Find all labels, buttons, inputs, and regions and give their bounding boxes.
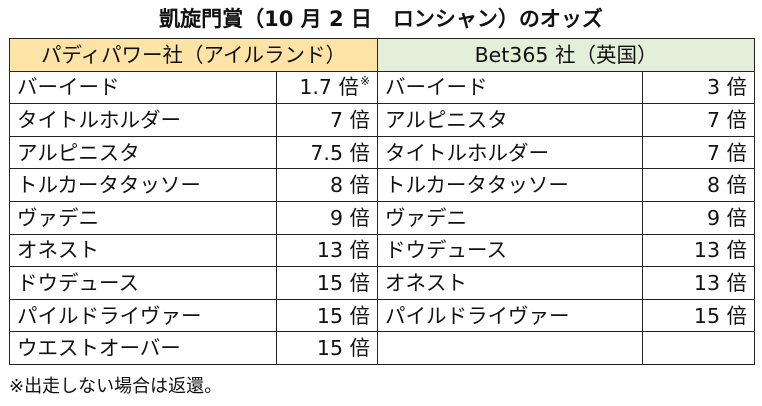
odds-value: 3 倍 [706,75,748,100]
horse-name-cell: オネスト [377,266,644,300]
odds-cell: 13 倍 [275,233,379,268]
odds-value: 8 倍 [329,173,371,198]
table-row: オネスト 13 倍ドウデュース 13 倍 [9,233,756,268]
table-row: ヴァデニ 9 倍ヴァデニ 9 倍 [9,200,756,235]
footnote-mark: ※ [359,74,371,89]
odds-cell: 9 倍 [275,200,379,235]
odds-cell: 13 倍 [642,266,756,300]
table-row: ドウデュース 15 倍オネスト 13 倍 [9,266,756,300]
odds-value: 13 倍 [316,238,371,263]
horse-name-cell: パイルドライヴァー [9,298,277,333]
odds-cell: 8 倍 [275,168,379,202]
odds-cell: 15 倍 [275,298,379,333]
table-header-row: パディパワー社（アイルランド） Bet365 社（英国） [8,38,756,72]
odds-value: 13 倍 [693,270,748,295]
table-row: アルピニスタ 7.5 倍タイトルホルダー 7 倍 [9,135,756,170]
odds-value: 9 倍 [706,205,748,230]
table-row: トルカータタッソー 8 倍トルカータタッソー 8 倍 [9,168,756,202]
odds-cell: 15 倍 [275,331,379,365]
horse-name-cell: トルカータタッソー [9,168,277,202]
odds-cell: 13 倍 [642,233,756,268]
horse-name-cell: オネスト [9,233,277,268]
bookmaker-header-bet365: Bet365 社（英国） [377,38,756,72]
horse-name-cell [377,331,644,365]
horse-name-cell: ウエストオーバー [9,331,277,365]
odds-cell: 7 倍 [642,103,756,137]
horse-name-cell: タイトルホルダー [377,135,644,170]
table-row: ウエストオーバー 15 倍 [9,331,756,365]
odds-cell: 3 倍 [642,70,756,105]
odds-cell: 7 倍 [642,135,756,170]
horse-name-cell: ヴァデニ [9,200,277,235]
odds-value: 1.7 倍 [299,75,359,100]
odds-cell: 7.5 倍 [275,135,379,170]
bookmaker-header-paddy-power: パディパワー社（アイルランド） [8,38,379,72]
odds-value: 15 倍 [693,303,748,328]
odds-value: 7 倍 [329,107,371,132]
horse-name-cell: パイルドライヴァー [377,298,644,333]
footnote: ※出走しない場合は返還。 [9,376,223,397]
odds-value: 15 倍 [316,270,371,295]
odds-table: パディパワー社（アイルランド） Bet365 社（英国） バーイード 1.7 倍※… [8,38,756,365]
horse-name-cell: ヴァデニ [377,200,644,235]
odds-value: 7 倍 [706,107,748,132]
odds-value: 8 倍 [706,173,748,198]
odds-cell [642,331,756,365]
odds-cell: 9 倍 [642,200,756,235]
horse-name-cell: バーイード [377,70,644,105]
odds-value: 15 倍 [316,336,371,361]
horse-name-cell: ドウデュース [9,266,277,300]
odds-cell: 8 倍 [642,168,756,202]
horse-name-cell: ドウデュース [377,233,644,268]
table-row: タイトルホルダー 7 倍アルピニスタ 7 倍 [9,103,756,137]
horse-name-cell: タイトルホルダー [9,103,277,137]
odds-value: 13 倍 [693,238,748,263]
table-row: パイルドライヴァー 15 倍パイルドライヴァー 15 倍 [9,298,756,333]
odds-cell: 15 倍 [275,266,379,300]
horse-name-cell: アルピニスタ [9,135,277,170]
odds-value: 7 倍 [706,140,748,165]
horse-name-cell: バーイード [9,70,277,105]
horse-name-cell: アルピニスタ [377,103,644,137]
odds-cell: 15 倍 [642,298,756,333]
table-row: バーイード 1.7 倍※ バーイード 3 倍 [9,70,756,105]
odds-value: 9 倍 [329,205,371,230]
page-title: 凱旋門賞（10 月 2 日 ロンシャン）のオッズ [159,7,603,31]
odds-cell: 7 倍 [275,103,379,137]
odds-value: 7.5 倍 [310,140,371,165]
odds-value: 15 倍 [316,303,371,328]
horse-name-cell: トルカータタッソー [377,168,644,202]
odds-cell: 1.7 倍※ [275,70,379,105]
